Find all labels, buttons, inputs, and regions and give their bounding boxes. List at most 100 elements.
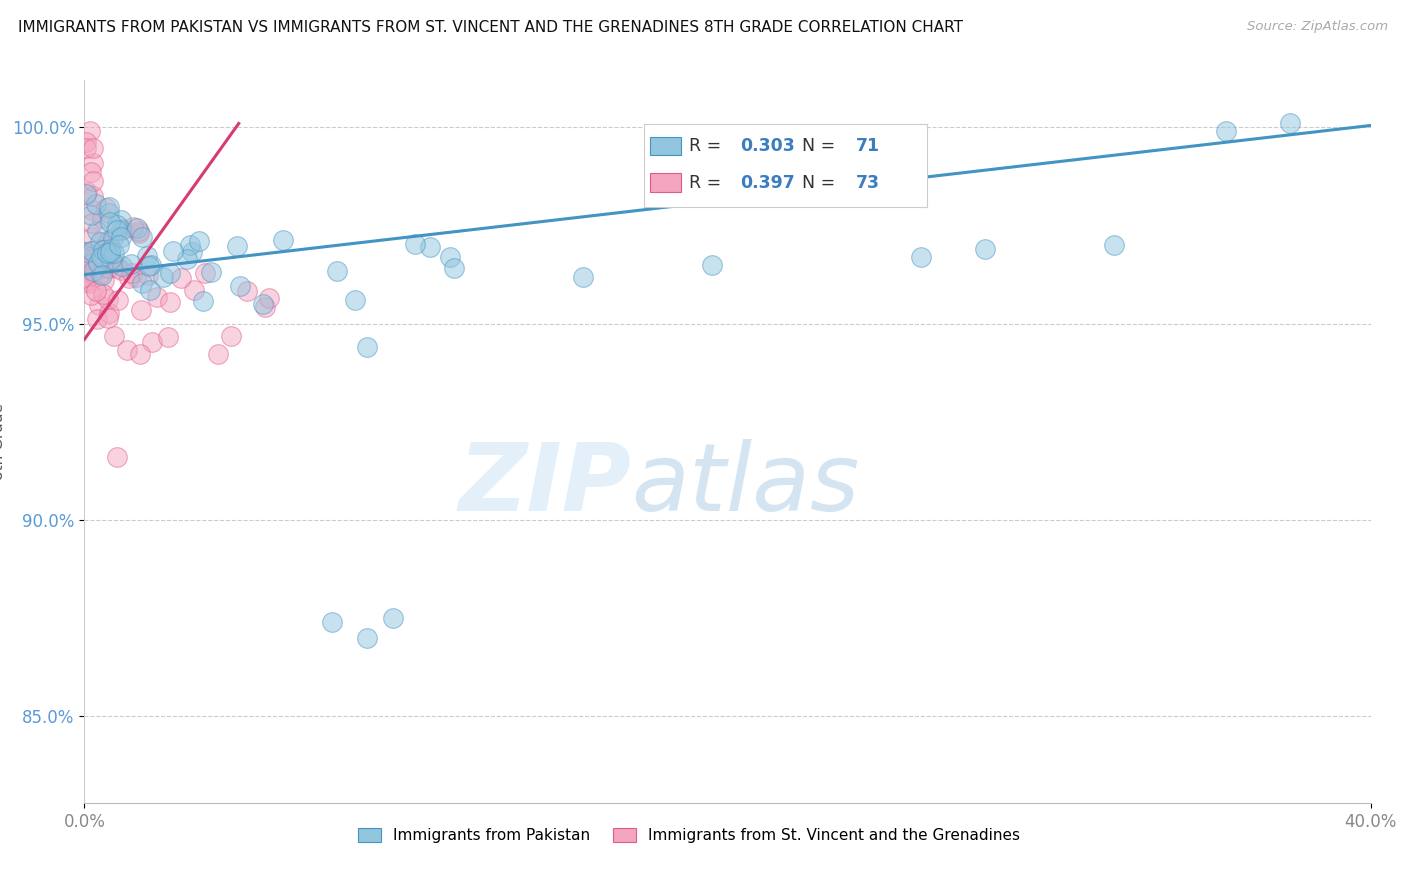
Point bbox=[111, 260, 134, 274]
Point bbox=[169, 271, 191, 285]
Point bbox=[105, 450, 128, 465]
Point bbox=[188, 235, 211, 249]
Point bbox=[96, 292, 118, 306]
Point bbox=[84, 285, 107, 299]
Point bbox=[152, 270, 174, 285]
Point bbox=[159, 266, 181, 280]
Point bbox=[1215, 124, 1237, 138]
Point bbox=[136, 249, 159, 263]
Point bbox=[87, 298, 110, 312]
Point bbox=[91, 286, 114, 301]
Point bbox=[131, 230, 153, 244]
Point bbox=[344, 293, 367, 307]
Point bbox=[87, 256, 110, 270]
Point bbox=[89, 267, 111, 281]
Point bbox=[141, 335, 163, 350]
Point bbox=[108, 237, 131, 252]
Point bbox=[162, 244, 184, 258]
Text: atlas: atlas bbox=[631, 440, 859, 531]
Point bbox=[183, 283, 205, 297]
Point bbox=[94, 242, 117, 256]
Point bbox=[98, 215, 121, 229]
Point bbox=[146, 290, 169, 304]
Point bbox=[326, 264, 349, 278]
Point bbox=[97, 310, 120, 325]
Point bbox=[91, 243, 114, 257]
Point bbox=[180, 245, 202, 260]
Point bbox=[84, 251, 107, 265]
Point bbox=[118, 271, 141, 285]
Point bbox=[98, 260, 121, 274]
Point bbox=[443, 260, 465, 275]
Point bbox=[80, 288, 103, 302]
Point bbox=[382, 611, 405, 625]
Point bbox=[107, 260, 129, 275]
Point bbox=[138, 259, 160, 273]
Point bbox=[131, 276, 153, 290]
Point bbox=[110, 230, 132, 244]
Point bbox=[100, 242, 122, 256]
Point bbox=[75, 141, 97, 155]
Point bbox=[98, 245, 121, 260]
Point bbox=[91, 211, 114, 226]
Point bbox=[91, 268, 114, 283]
Point bbox=[96, 245, 118, 260]
Point bbox=[93, 273, 115, 287]
Point bbox=[79, 244, 101, 259]
Point bbox=[75, 271, 97, 285]
Point bbox=[97, 261, 120, 276]
Point bbox=[356, 340, 378, 354]
Point bbox=[105, 222, 128, 236]
Point bbox=[98, 200, 121, 214]
Point bbox=[226, 238, 249, 252]
Point bbox=[159, 295, 181, 310]
Point bbox=[82, 156, 104, 170]
Point bbox=[115, 343, 138, 357]
Point bbox=[179, 238, 201, 252]
Point bbox=[128, 224, 150, 238]
Point bbox=[82, 141, 104, 155]
Point bbox=[120, 257, 142, 271]
Legend: Immigrants from Pakistan, Immigrants from St. Vincent and the Grenadines: Immigrants from Pakistan, Immigrants fro… bbox=[352, 822, 1026, 849]
Point bbox=[257, 291, 280, 305]
Point bbox=[97, 305, 120, 319]
Point bbox=[110, 263, 132, 277]
Point bbox=[572, 269, 595, 284]
Point bbox=[80, 230, 103, 244]
Text: Source: ZipAtlas.com: Source: ZipAtlas.com bbox=[1247, 20, 1388, 33]
Point bbox=[105, 218, 128, 232]
Point bbox=[139, 284, 162, 298]
Point bbox=[253, 300, 276, 314]
Point bbox=[82, 244, 104, 258]
Point bbox=[80, 257, 103, 271]
Point bbox=[86, 312, 108, 326]
Point bbox=[419, 240, 441, 254]
Point bbox=[129, 303, 152, 318]
Point bbox=[80, 216, 103, 230]
Point bbox=[75, 187, 97, 202]
Point bbox=[89, 235, 111, 250]
Point bbox=[219, 329, 242, 343]
Point bbox=[974, 242, 997, 256]
Point bbox=[76, 252, 98, 267]
Point bbox=[228, 278, 250, 293]
Point bbox=[80, 208, 103, 222]
Point bbox=[439, 250, 461, 264]
Point bbox=[90, 251, 112, 265]
Point bbox=[75, 135, 97, 149]
Point bbox=[139, 258, 162, 272]
Point bbox=[107, 293, 129, 307]
Point bbox=[121, 220, 143, 235]
Text: ZIP: ZIP bbox=[458, 439, 631, 531]
Point bbox=[129, 347, 152, 361]
Point bbox=[191, 294, 214, 309]
Point bbox=[76, 249, 98, 263]
Point bbox=[121, 266, 143, 280]
Point bbox=[136, 268, 159, 282]
Point bbox=[125, 221, 148, 235]
Point bbox=[76, 185, 98, 199]
Point bbox=[176, 252, 198, 266]
Point bbox=[252, 296, 274, 310]
Y-axis label: 8th Grade: 8th Grade bbox=[0, 403, 6, 480]
Point bbox=[101, 256, 124, 270]
